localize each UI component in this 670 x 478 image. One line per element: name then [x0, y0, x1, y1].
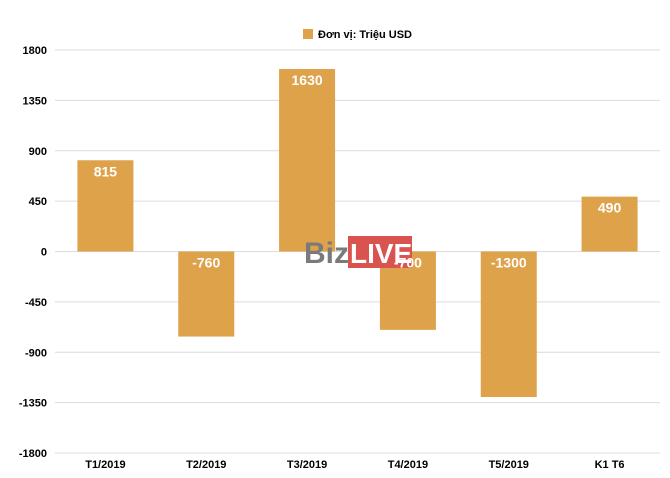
- legend: Đơn vị: Triệu USD: [303, 29, 412, 41]
- bar-value-label: -700: [394, 255, 422, 271]
- bar-value-label: 1630: [292, 72, 323, 88]
- bar-value-label: 815: [94, 163, 118, 179]
- bar-value-label: 490: [598, 200, 622, 216]
- bar-value-label: -1300: [491, 255, 527, 271]
- y-tick-label: -450: [25, 297, 47, 309]
- x-tick-label: T3/2019: [287, 459, 327, 471]
- bar-series: [77, 69, 638, 398]
- y-tick-label: 0: [41, 247, 47, 259]
- y-tick-label: -1350: [19, 398, 47, 410]
- bar: [77, 160, 134, 252]
- legend-swatch: [303, 29, 313, 39]
- x-tick-label: T1/2019: [85, 459, 125, 471]
- bar: [279, 69, 336, 252]
- watermark-logo: Biz LIVE: [304, 236, 412, 270]
- bar-value-label: -760: [192, 255, 220, 271]
- watermark-biz: Biz: [304, 237, 349, 270]
- bar: [178, 251, 235, 337]
- watermark-live: LIVE: [350, 238, 412, 269]
- watermark-live-box: [348, 236, 412, 268]
- y-tick-label: 1800: [23, 45, 47, 57]
- x-tick-label: T2/2019: [186, 459, 226, 471]
- axis-labels: 1800 1350 900 450 0 -450 -900 -1350 -1800 T1/2019…: [19, 45, 625, 471]
- x-tick-label: T4/2019: [388, 459, 428, 471]
- x-tick-label: T5/2019: [489, 459, 529, 471]
- data-labels: 815 -760 1630 -700 -1300 490: [94, 72, 622, 270]
- legend-label: Đơn vị: Triệu USD: [318, 29, 412, 41]
- y-tick-label: -1800: [19, 448, 47, 460]
- y-tick-label: -900: [25, 347, 47, 359]
- y-tick-label: 1350: [23, 95, 47, 107]
- x-tick-label: K1 T6: [595, 459, 625, 471]
- bar: [581, 196, 638, 252]
- bar: [480, 251, 537, 398]
- y-tick-label: 450: [29, 196, 47, 208]
- y-tick-label: 900: [29, 146, 47, 158]
